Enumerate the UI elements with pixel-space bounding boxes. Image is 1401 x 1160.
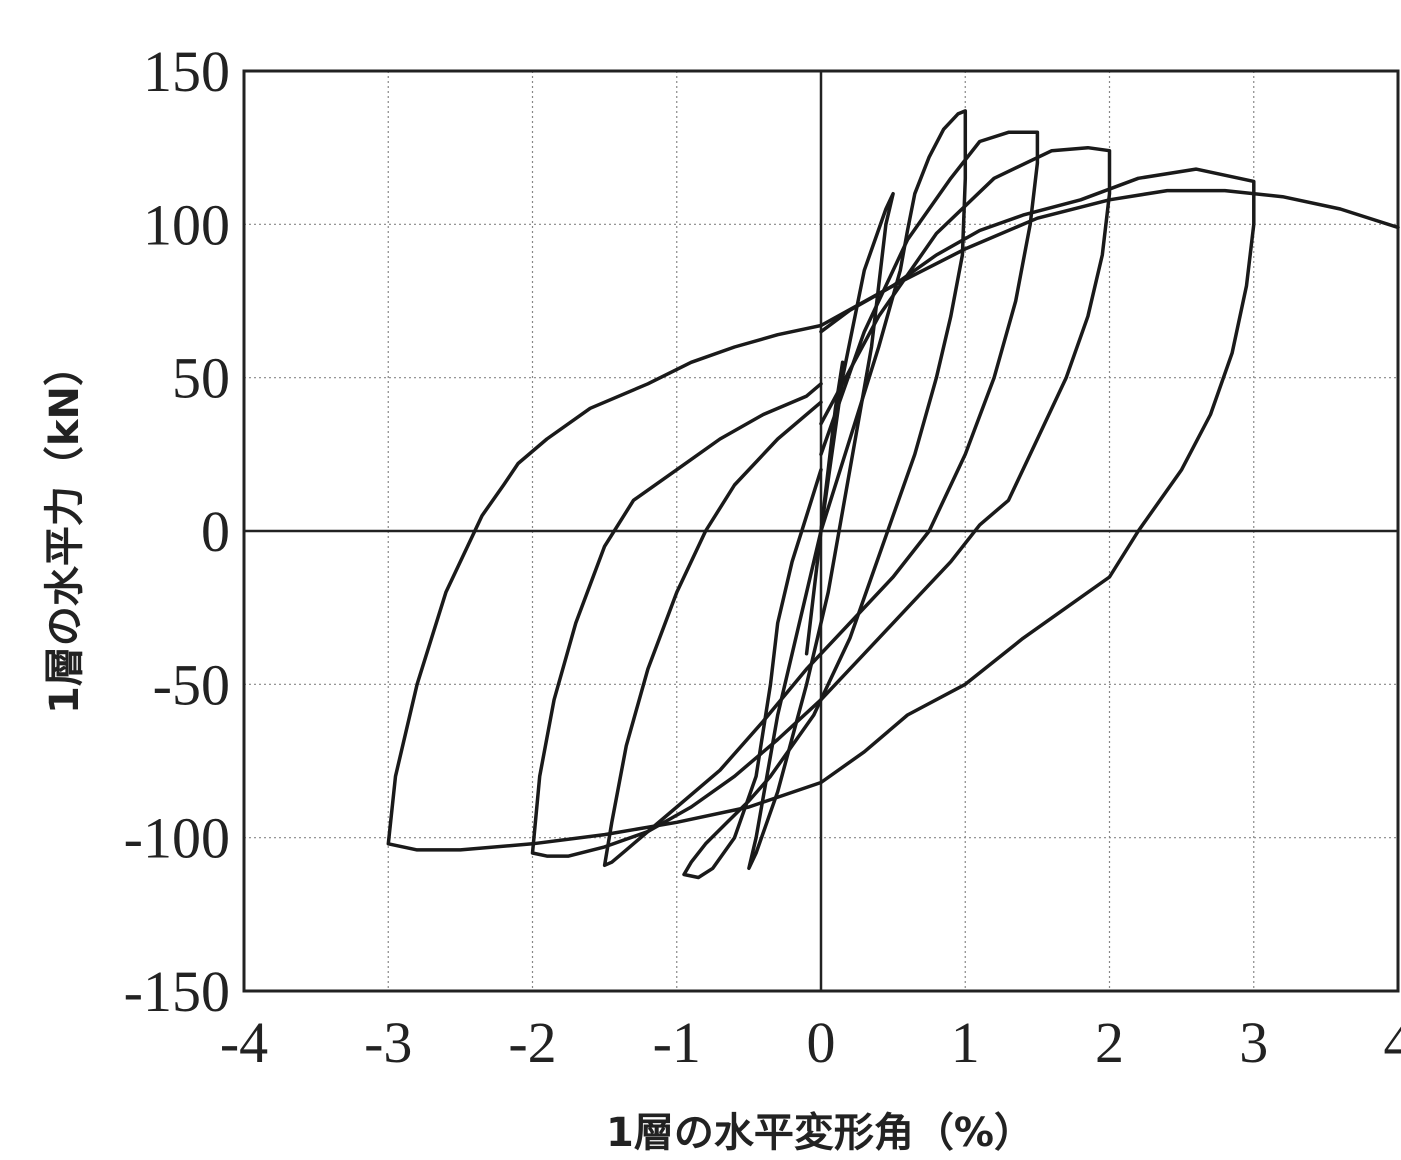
x-tick-label: 0 (807, 1010, 836, 1075)
y-tick-labels: -150 -100 -50 0 50 100 150 (124, 39, 230, 1024)
series-line-6 (386, 167, 1256, 852)
x-tick-label: -3 (364, 1010, 412, 1075)
y-tick-label: -100 (124, 806, 230, 871)
x-tick-label: 1 (951, 1010, 980, 1075)
series-group (386, 109, 1400, 880)
y-tick-label: 50 (172, 346, 230, 411)
x-tick-label: 2 (1095, 1010, 1124, 1075)
x-tick-labels: -4 -3 -2 -1 0 1 2 3 4 (220, 1010, 1401, 1075)
y-tick-label: 150 (143, 39, 230, 104)
y-axis-label: 1層の水平力（kN） (42, 346, 88, 714)
plot-frame (242, 69, 1400, 993)
y-tick-label: -150 (124, 959, 230, 1024)
y-tick-label: 0 (201, 499, 230, 564)
plot-border (242, 69, 1400, 993)
x-axis-label: 1層の水平変形角（%） (606, 1110, 1034, 1156)
series-line-5 (530, 145, 1112, 858)
series-line-4 (602, 130, 1040, 868)
x-tick-label: -2 (508, 1010, 556, 1075)
series-line-7 (819, 188, 1400, 328)
x-tick-label: 4 (1384, 1010, 1401, 1075)
x-tick-label: -1 (653, 1010, 701, 1075)
x-tick-label: -4 (220, 1010, 268, 1075)
y-tick-label: -50 (153, 652, 230, 717)
series-line-2 (747, 191, 895, 871)
y-tick-label: 100 (143, 192, 230, 257)
series-line-3 (682, 109, 968, 880)
x-tick-label: 3 (1239, 1010, 1268, 1075)
